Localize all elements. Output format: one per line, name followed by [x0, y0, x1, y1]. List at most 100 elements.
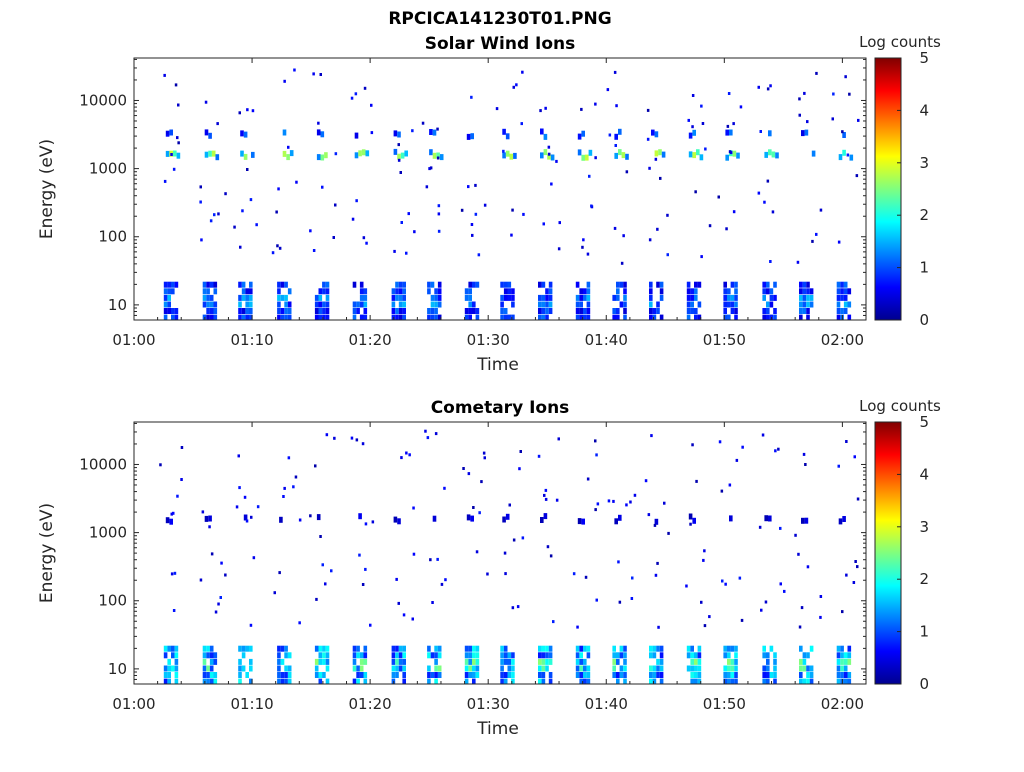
spectrogram-pixel — [391, 672, 396, 678]
spectrogram-pixel — [209, 658, 214, 665]
spectrogram-pixel — [171, 314, 175, 320]
spectrogram-pixel — [332, 236, 335, 239]
spectrogram-pixel — [579, 308, 583, 314]
spectrogram-pixel — [586, 645, 591, 652]
spectrogram-pixel — [836, 314, 841, 320]
spectrogram-pixel — [358, 150, 362, 157]
spectrogram-pixel — [318, 288, 323, 295]
spectrogram-pixel — [623, 658, 627, 665]
spectrogram-pixel — [801, 130, 805, 137]
spectrogram-pixel — [464, 645, 469, 652]
spectrogram-pixel — [213, 281, 218, 288]
spectrogram-pixel — [314, 672, 319, 678]
spectrogram-pixel — [407, 212, 410, 216]
spectrogram-pixel — [623, 678, 627, 684]
spectrogram-pixel — [405, 451, 408, 455]
spectrogram-pixel — [616, 281, 620, 288]
spectrogram-pixel — [766, 301, 770, 308]
spectrogram-pixel — [370, 131, 374, 135]
spectrogram-pixel — [249, 308, 253, 314]
spectrogram-pixel — [550, 154, 555, 161]
spectrogram-pixel — [334, 152, 338, 156]
spectrogram-pixel — [538, 678, 542, 684]
spectrogram-pixel — [545, 294, 549, 301]
spectrogram-pixel — [464, 314, 469, 320]
spectrogram-pixel — [255, 223, 258, 227]
spectrogram-pixel — [475, 314, 480, 320]
spectrogram-pixel — [659, 281, 664, 288]
spectrogram-pixel — [504, 572, 507, 576]
spectrogram-pixel — [500, 665, 504, 672]
spectrogram-pixel — [768, 515, 772, 522]
spectrogram-pixel — [725, 227, 728, 231]
spectrogram-pixel — [503, 288, 508, 295]
spectrogram-pixel — [696, 149, 700, 156]
spectrogram-pixel — [209, 652, 214, 659]
spectrogram-pixel — [271, 251, 275, 255]
spectrogram-pixel — [548, 645, 553, 652]
spectrogram-pixel — [428, 167, 431, 171]
spectrogram-pixel — [837, 240, 841, 244]
spectrogram-pixel — [799, 288, 803, 295]
spectrogram-pixel — [352, 308, 357, 314]
spectrogram-pixel — [847, 314, 852, 320]
spectrogram-pixel — [241, 665, 246, 672]
spectrogram-pixel — [475, 672, 480, 678]
spectrogram-pixel — [730, 308, 735, 314]
spectrogram-pixel — [363, 652, 368, 659]
spectrogram-pixel — [697, 652, 702, 659]
spectrogram-pixel — [799, 645, 803, 652]
spectrogram-pixel — [777, 447, 780, 451]
x-tick-label: 02:00 — [821, 331, 864, 349]
spectrogram-pixel — [856, 565, 859, 569]
spectrogram-pixel — [798, 113, 801, 117]
spectrogram-pixel — [618, 128, 622, 135]
spectrogram-pixel — [171, 288, 175, 295]
spectrogram-pixel — [202, 652, 207, 659]
spectrogram-pixel — [238, 308, 242, 314]
spectrogram-pixel — [579, 314, 583, 320]
spectrogram-pixel — [694, 190, 697, 194]
spectrogram-pixel — [815, 71, 818, 75]
spectrogram-pixel — [224, 192, 227, 196]
spectrogram-pixel — [500, 294, 504, 301]
spectrogram-pixel — [701, 122, 705, 125]
spectrogram-pixel — [238, 678, 242, 684]
spectrogram-pixel — [238, 301, 242, 308]
spectrogram-pixel — [723, 308, 727, 314]
spectrogram-pixel — [687, 118, 690, 122]
spectrogram-pixel — [759, 130, 762, 133]
spectrogram-pixel — [686, 308, 691, 314]
spectrogram-pixel — [238, 314, 242, 320]
spectrogram-pixel — [541, 301, 546, 308]
spectrogram-pixel — [548, 281, 553, 288]
spectrogram-pixel — [405, 251, 408, 255]
spectrogram-pixel — [213, 308, 218, 314]
spectrogram-pixel — [319, 73, 322, 76]
spectrogram-pixel — [580, 107, 583, 111]
spectrogram-pixel — [322, 658, 326, 665]
spectrogram-pixel — [472, 308, 476, 314]
spectrogram-pixel — [511, 672, 515, 678]
y-tick-label: 10000 — [79, 455, 127, 473]
spectrogram-pixel — [325, 645, 330, 652]
spectrogram-pixel — [799, 678, 803, 684]
spectrogram-pixel — [163, 294, 168, 301]
spectrogram-pixels — [159, 429, 860, 684]
spectrogram-pixel — [237, 454, 240, 458]
spectrogram-pixel — [757, 85, 760, 89]
spectrogram-pixel — [625, 153, 629, 160]
spectrogram-pixel — [362, 236, 366, 240]
spectrogram-pixel — [287, 314, 292, 320]
spectrogram-pixel — [352, 301, 357, 308]
spectrogram-pixel — [623, 645, 627, 652]
spectrogram-pixel — [723, 314, 727, 320]
spectrogram-pixel — [363, 314, 368, 320]
spectrogram-pixel — [432, 152, 437, 159]
spectrogram-pixel — [652, 645, 657, 652]
spectrogram-pixel — [166, 131, 169, 135]
spectrogram-pixel — [472, 301, 476, 308]
spectrogram-pixel — [163, 678, 168, 684]
spectrogram-pixel — [277, 314, 281, 320]
spectrogram-pixel — [200, 238, 203, 242]
